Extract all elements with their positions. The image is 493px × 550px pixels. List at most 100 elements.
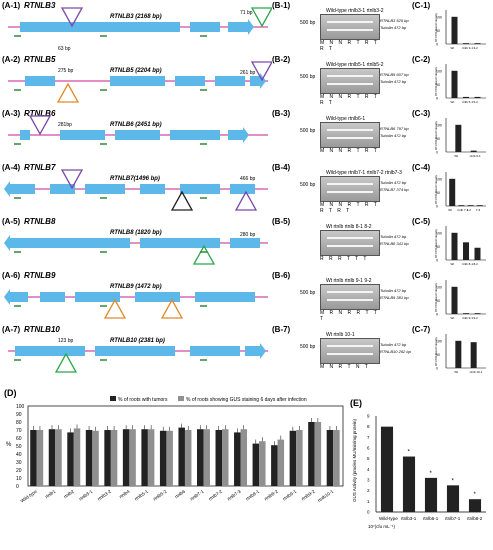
gel-lanes: M N R T N T (320, 364, 370, 370)
category-label: rtnlb3-1 (401, 516, 417, 521)
bar (467, 205, 474, 206)
exon (135, 292, 180, 302)
gel-image (320, 14, 380, 40)
bar (147, 429, 155, 486)
bar (222, 429, 229, 486)
gel-marker: 500 bp (300, 128, 316, 134)
exon (190, 346, 240, 356)
tick-label: 0 (436, 205, 438, 209)
exon (180, 184, 220, 194)
gel-band (327, 29, 373, 31)
bar-label: Wt (451, 262, 455, 266)
tdna-insertion-triangle (234, 190, 258, 211)
primer-label: Tubulin 472 bp (380, 133, 407, 138)
category-label: rtnlb3-1 (78, 488, 94, 501)
gel-title: Wild-type rtnlb3-1 rtnlb3-2 (326, 8, 384, 14)
significance-mark: * (452, 478, 455, 484)
gene-length-label: RTNLB8 (1820 bp) (110, 230, 162, 236)
axis-label: RT-PCR Band Intensity (434, 13, 438, 42)
gene-structure-diagram: RTNLB6 (2451 bp) 281bp (8, 115, 268, 145)
gene-row-rtnlb10: (A-7) RTNLB10 (B-7) (C-7) Wt rtnlb 10-1 … (0, 324, 493, 377)
rt-pcr-gel: Wt rtnlb rtnlb 9-1 9-2 500 bp Tubulin 47… (300, 278, 412, 322)
rt-pcr-gel: Wild-type rtnlb7-1 rtnlb7-2 rtnlb7-3 500… (300, 170, 412, 214)
bar (474, 96, 481, 98)
exon (20, 130, 30, 140)
gene-structure-diagram: RTNLB7(1496 bp) 466 bp (4, 169, 268, 211)
tick-label: 4 (367, 467, 370, 472)
axis-label: RT-PCR Band Intensity (434, 121, 438, 150)
gel-lanes: M R N R R T T T (320, 310, 379, 322)
panel-c-label: (C-2) (412, 55, 431, 64)
exon-arrow (228, 19, 254, 35)
tick-label: 50 (436, 353, 440, 357)
primer-label: RTNLB9 381 bp (380, 295, 409, 300)
panel-e-label: (E) (350, 398, 362, 408)
category-label: rtnlb2 (63, 488, 75, 499)
tdna-insertion-triangle (103, 298, 127, 319)
bar (110, 430, 118, 486)
bar (48, 429, 56, 486)
gene-row-rtnlb3: (A-1) RTNLB3 (B-1) (C-1) Wild-type rtnlb… (0, 0, 493, 53)
bar (85, 430, 93, 486)
gel-lanes: M N N R T R T R T (320, 94, 379, 106)
gene-name: RTNLB10 (24, 325, 60, 334)
gel-image (320, 338, 380, 364)
bar-label: Wt (454, 154, 458, 158)
primer-label: Tubulin 472 bp (380, 180, 407, 185)
gel-primers: Tubulin 472 bp RTNLB7 374 bp (380, 179, 409, 193)
gene-name: RTNLB8 (24, 217, 56, 226)
bar-label: 5-2 (474, 100, 479, 104)
bar (455, 340, 462, 368)
bar (451, 286, 458, 314)
bar (104, 430, 111, 486)
panel-c-label: (C-6) (412, 271, 431, 280)
axis-label: GUS Activity (pmoles MU/min/mg protein) (352, 418, 357, 502)
axis-label: RT-PCR Band Intensity (434, 229, 438, 258)
tick-label: 6 (367, 446, 370, 451)
gene-name: RTNLB5 (24, 55, 56, 64)
axis-label: RT-PCR Band Intensity (434, 337, 438, 366)
tdna-insertion-triangle (54, 352, 78, 373)
gene-name: RTNLB3 (24, 1, 56, 10)
tick-label: 90 (16, 412, 22, 418)
gel-image (320, 284, 380, 310)
gene-length-label: RTNLB7(1496 bp) (110, 176, 160, 182)
bar (122, 429, 130, 486)
bar (178, 427, 185, 486)
panel-a-label: (A-3) (2, 109, 21, 118)
bar (449, 178, 456, 206)
exon (170, 130, 220, 140)
tick-label: 50 (436, 191, 440, 195)
bar-label: 7-3 (476, 208, 481, 212)
tick-label: 0 (436, 259, 438, 263)
panel-b-label: (B-1) (272, 1, 291, 10)
gel-image (320, 176, 380, 202)
axis-label: RT-PCR Band Intensity (434, 175, 438, 204)
tick-label: 7 (367, 435, 370, 440)
tick-label: 5 (367, 456, 370, 461)
gel-band (327, 191, 373, 193)
gene-row-rtnlb9: (A-6) RTNLB9 (B-6) (C-6) Wt rtnlb rtnlb … (0, 270, 493, 323)
gel-title: Wt rtnlb rtnlb 8-1 8-2 (326, 224, 372, 230)
gene-structure-diagram: RTNLB9 (1472 bp) (4, 284, 268, 319)
gel-marker: 500 bp (300, 182, 316, 188)
gel-primers: RTNLB6 797 bp Tubulin 472 bp (380, 125, 409, 139)
tdna-insertion-triangle (170, 190, 194, 211)
bar (380, 426, 394, 512)
primer-label: Tubulin 472 bp (380, 25, 407, 30)
primer-label: RTNLB5 607 bp (380, 72, 409, 77)
tick-label: 100 (436, 69, 442, 73)
primer-label: Tubulin 472 bp (380, 234, 407, 239)
panel-c-label: (C-7) (412, 325, 431, 334)
exon (55, 22, 150, 32)
exon (195, 292, 255, 302)
panel-c-label: (C-4) (412, 163, 431, 172)
category-label: rtnlb8-2 (263, 488, 279, 501)
exon-arrow (4, 181, 35, 197)
exon (60, 130, 105, 140)
gel-primers: RTNLB5 607 bp Tubulin 472 bp (380, 71, 409, 85)
category-label: Wild-type (20, 488, 39, 503)
tick-label: 0 (436, 97, 438, 101)
